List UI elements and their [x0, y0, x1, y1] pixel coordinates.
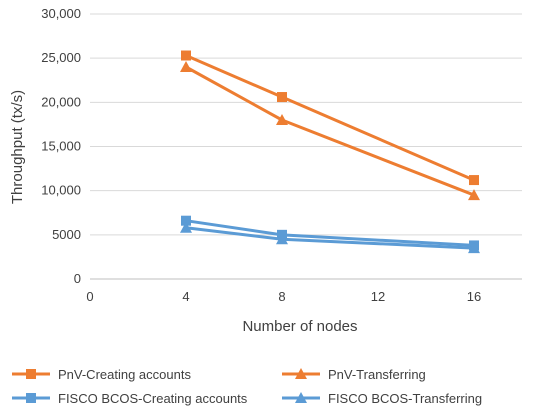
y-tick-label: 30,000: [41, 6, 81, 21]
y-tick-labels: 0 5000 10,000 15,000 20,000 25,000 30,000: [41, 6, 81, 286]
x-tick-label: 8: [278, 289, 285, 304]
data-point: [469, 175, 479, 186]
legend-marker: [26, 369, 36, 379]
legend-label: FISCO BCOS-Creating accounts: [58, 391, 248, 406]
y-tick-label: 0: [74, 271, 81, 286]
series-line: [185, 65, 475, 197]
series-line: [185, 54, 475, 182]
data-point: [181, 50, 191, 61]
y-axis-title: Throughput (tx/s): [9, 90, 26, 204]
legend-label: FISCO BCOS-Transferring: [328, 391, 482, 406]
legend-label: PnV-Creating accounts: [58, 367, 191, 382]
series-lines: [180, 50, 480, 254]
legend: PnV-Creating accounts PnV-Transferring FIS…: [12, 367, 482, 406]
legend-marker: [295, 392, 307, 403]
legend-item: PnV-Creating accounts: [12, 367, 191, 382]
x-tick-label: 12: [371, 289, 385, 304]
x-tick-label: 4: [182, 289, 189, 304]
legend-item: FISCO BCOS-Creating accounts: [12, 391, 248, 406]
x-tick-labels: 0 4 8 12 16: [86, 289, 481, 304]
series-1: [181, 50, 479, 186]
data-point: [468, 242, 480, 254]
data-point: [276, 233, 288, 245]
data-point: [468, 189, 480, 201]
y-tick-label: 5000: [52, 227, 81, 242]
y-tick-label: 20,000: [41, 94, 81, 109]
data-point: [180, 221, 192, 233]
data-point: [276, 114, 288, 125]
series-2: [180, 61, 480, 201]
gridlines: [90, 13, 522, 236]
series-4: [180, 221, 480, 254]
legend-item: FISCO BCOS-Transferring: [282, 391, 482, 406]
y-tick-label: 25,000: [41, 50, 81, 65]
legend-item: PnV-Transferring: [282, 367, 426, 382]
y-tick-label: 15,000: [41, 139, 81, 154]
x-tick-label: 0: [86, 289, 93, 304]
data-point: [180, 61, 192, 72]
data-point: [277, 92, 287, 103]
x-axis-title: Number of nodes: [242, 318, 357, 335]
legend-marker: [26, 393, 36, 403]
legend-label: PnV-Transferring: [328, 367, 426, 382]
legend-marker: [295, 368, 307, 379]
data-point: [181, 215, 191, 226]
x-tick-label: 16: [467, 289, 481, 304]
y-tick-label: 10,000: [41, 183, 81, 198]
